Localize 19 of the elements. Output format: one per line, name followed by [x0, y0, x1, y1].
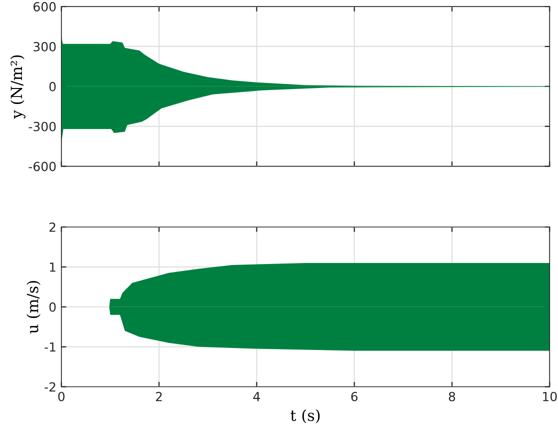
- x-tick-label: 2: [156, 392, 162, 402]
- y-tick-label: 2: [49, 222, 56, 232]
- x-tick-label: 10: [543, 392, 557, 402]
- y-tick-label: 600: [34, 2, 56, 12]
- y-tick-label: -2: [44, 382, 56, 392]
- y-axis-title: u (m/s): [26, 281, 40, 334]
- x-axis-title: t (s): [290, 409, 320, 424]
- y-tick-label: 300: [34, 42, 56, 52]
- y-tick-label: -600: [28, 162, 56, 172]
- x-tick-label: 4: [253, 392, 260, 402]
- x-tick-label: 0: [58, 392, 65, 402]
- y-tick-label: 0: [49, 82, 56, 92]
- y-axis-title: y (N/m²): [10, 55, 26, 119]
- x-tick-label: 6: [351, 392, 358, 402]
- y-tick-label: 1: [50, 262, 56, 272]
- y-tick-label: -300: [28, 122, 56, 132]
- y-tick-label: 0: [49, 302, 56, 312]
- x-tick-label: 8: [448, 392, 456, 402]
- y-tick-label: -1: [44, 342, 56, 352]
